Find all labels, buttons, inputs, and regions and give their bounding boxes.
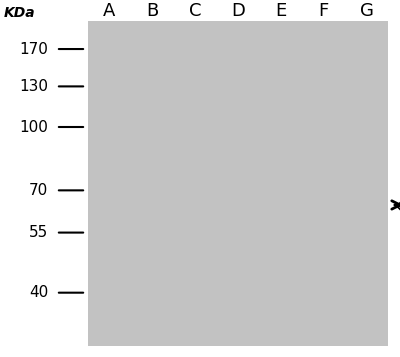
Text: A: A <box>103 2 116 20</box>
Text: G: G <box>360 2 374 20</box>
Text: 55: 55 <box>29 225 48 240</box>
Text: 170: 170 <box>19 41 48 56</box>
Text: E: E <box>275 2 286 20</box>
Text: D: D <box>231 2 245 20</box>
Text: B: B <box>146 2 158 20</box>
Text: 130: 130 <box>19 79 48 94</box>
Text: 40: 40 <box>29 285 48 300</box>
Text: $\leftarrow$: $\leftarrow$ <box>390 195 400 215</box>
Text: F: F <box>318 2 329 20</box>
Text: 70: 70 <box>29 183 48 198</box>
Text: 100: 100 <box>19 120 48 135</box>
Text: KDa: KDa <box>4 6 36 20</box>
Text: C: C <box>189 2 201 20</box>
